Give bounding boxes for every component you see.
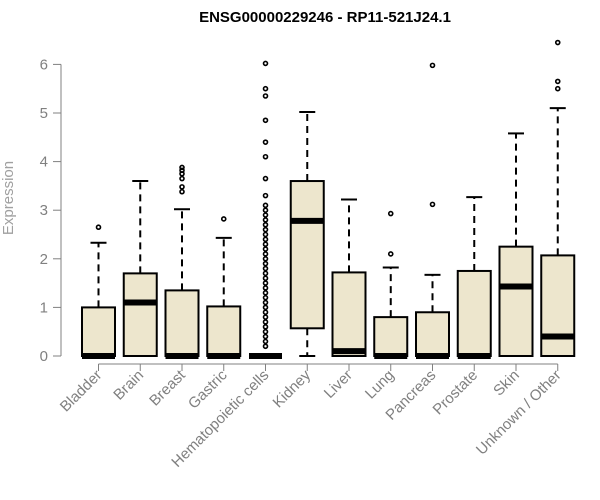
outlier-point <box>387 210 394 217</box>
outlier-point <box>262 207 269 213</box>
outlier-point <box>262 290 269 296</box>
outlier-point <box>262 192 269 199</box>
box-series <box>81 39 576 359</box>
outlier-point <box>262 241 269 248</box>
box <box>289 180 325 330</box>
outlier-point <box>262 231 269 238</box>
x-tick-label: Lung <box>362 367 398 403</box>
outlier-point <box>262 117 269 124</box>
outlier-point <box>262 255 269 262</box>
y-tick-label: 6 <box>40 56 48 73</box>
outlier-point <box>95 224 102 231</box>
outlier-point <box>262 309 269 316</box>
outlier-point <box>179 167 185 174</box>
outlier-point <box>429 201 436 208</box>
outlier-point <box>554 85 561 92</box>
box-brain <box>122 180 158 358</box>
x-tick-label: Brain <box>110 367 147 404</box>
outlier-point <box>262 85 269 92</box>
outlier-point <box>262 338 269 345</box>
box-hematopoietic-cells <box>249 60 282 359</box>
x-tick-label: Skin <box>490 367 523 400</box>
outlier-point <box>262 314 269 320</box>
outlier-point <box>179 188 185 195</box>
outlier-point <box>262 153 269 160</box>
y-axis-label: Expression <box>0 161 17 235</box>
chart-title: ENSG00000229246 - RP11-521J24.1 <box>199 9 451 26</box>
outlier-point <box>262 260 269 267</box>
box <box>456 269 492 358</box>
box <box>122 272 158 358</box>
outlier-point <box>262 251 269 257</box>
outlier-point <box>262 294 269 301</box>
box-gastric <box>206 216 242 359</box>
outlier-point <box>220 216 227 222</box>
box-kidney <box>289 111 325 357</box>
y-tick-label: 3 <box>40 202 48 219</box>
outlier-point <box>179 164 185 171</box>
outlier-point <box>262 226 269 233</box>
box <box>498 245 534 357</box>
x-tick-label: Prostate <box>430 367 482 419</box>
box-skin <box>498 132 534 357</box>
outlier-point <box>262 304 269 311</box>
outlier-point <box>262 139 269 145</box>
box <box>81 306 116 357</box>
box <box>164 289 200 358</box>
outlier-point <box>262 275 269 282</box>
outlier-point <box>262 246 269 252</box>
outlier-point <box>262 221 269 228</box>
outlier-point <box>262 265 269 272</box>
box <box>206 305 242 358</box>
y-tick-label: 5 <box>40 105 48 122</box>
outlier-point <box>262 299 269 306</box>
box-lung <box>373 210 409 359</box>
outlier-point <box>262 60 269 67</box>
box <box>540 254 576 357</box>
outlier-point <box>262 175 269 182</box>
outlier-point <box>554 39 561 46</box>
box-bladder <box>81 224 116 359</box>
y-tick-label: 1 <box>40 299 48 316</box>
outlier-point <box>179 184 185 190</box>
outlier-point <box>262 324 269 330</box>
x-tick-label: Liver <box>321 367 356 402</box>
outlier-point <box>262 319 269 325</box>
outlier-point <box>262 333 269 340</box>
outlier-point <box>262 328 269 335</box>
box-breast <box>164 164 200 359</box>
box-prostate <box>456 196 492 359</box>
outlier-point <box>262 236 269 243</box>
y-tick-label: 2 <box>40 251 48 268</box>
outlier-point <box>262 212 269 218</box>
box <box>331 271 367 357</box>
outlier-point <box>179 175 185 182</box>
outlier-point <box>554 78 561 85</box>
outlier-point <box>262 217 269 223</box>
box <box>373 316 409 357</box>
outlier-point <box>387 251 394 257</box>
box-unknown-other <box>540 39 576 357</box>
outlier-point <box>262 285 269 291</box>
y-tick-label: 0 <box>40 348 48 365</box>
outlier-point <box>429 62 436 69</box>
y-tick-label: 4 <box>40 154 48 171</box>
x-tick-label: Bladder <box>57 367 106 416</box>
x-tick-label: Kidney <box>270 366 315 411</box>
outlier-point <box>262 270 269 277</box>
box-pancreas <box>415 62 450 359</box>
outlier-point <box>262 93 269 99</box>
box <box>415 311 450 358</box>
x-tick-label: Breast <box>146 366 189 409</box>
outlier-point <box>262 343 269 350</box>
outlier-point <box>262 202 269 209</box>
outlier-point <box>262 280 269 286</box>
box-liver <box>331 198 367 357</box>
